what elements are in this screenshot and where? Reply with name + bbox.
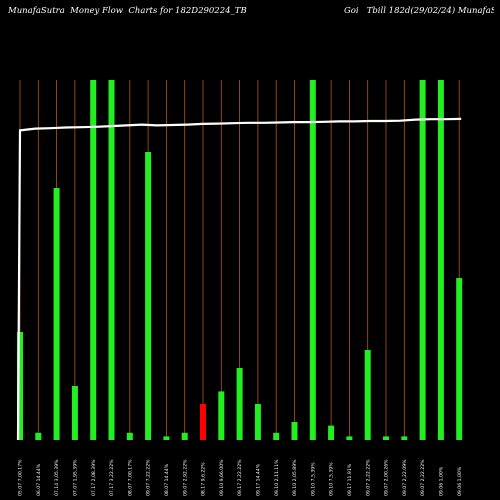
x-tick-label: 05.07 7,00.17%	[18, 459, 24, 496]
x-tick-label: 09.10 2,05.89%	[292, 459, 298, 496]
bar-4	[90, 80, 97, 440]
bar-series	[17, 80, 463, 440]
bar-11	[218, 391, 225, 440]
money-flow-line-path	[16, 117, 462, 441]
bar-21	[401, 436, 408, 440]
x-tick-label: 09.07 2,92.22%	[182, 459, 188, 496]
bar-18	[346, 436, 353, 440]
x-tick-label: 08.07 7,00.17%	[127, 459, 133, 496]
bar-20	[383, 436, 389, 440]
x-tick-label: 09.07 2,22.22%	[420, 459, 426, 496]
x-tick-label: 08.07 14.44%	[164, 463, 170, 496]
bar-19	[364, 350, 371, 440]
x-tick-label: 09.17 2,22.22%	[237, 459, 243, 496]
x-tick-label: 09.07 7,22.22%	[146, 459, 152, 496]
x-tick-label: 07.17 2,08.39%	[91, 459, 97, 496]
x-tick-label: 07.07 1,95.39%	[73, 459, 79, 496]
bar-6	[126, 432, 133, 440]
bar-8	[163, 436, 170, 440]
chart-title: MunafaSutra Money Flow Charts for 182D29…	[8, 6, 494, 16]
bar-1	[35, 432, 42, 440]
bar-10	[200, 404, 206, 440]
x-tick-label: 09.17 14.44%	[256, 463, 262, 496]
bar-17	[328, 425, 335, 440]
x-tick-label: 09.10 2,11.11%	[274, 459, 280, 496]
x-tick-label: 07.17 3,22.22%	[109, 459, 115, 496]
x-tick-label: 09.07 2,22.09%	[402, 459, 408, 496]
x-tick-label: 07.14 3,05.39%	[54, 459, 60, 496]
bar-24	[456, 278, 463, 440]
bar-14	[273, 432, 280, 440]
bar-12	[236, 368, 243, 440]
bar-7	[145, 152, 152, 440]
bar-13	[254, 404, 261, 440]
x-tick-label: 09.10 7,5.39%	[329, 462, 335, 496]
bar-15	[291, 422, 298, 440]
x-tick-label: 09.07 2,00.26%	[384, 459, 390, 496]
bar-5	[108, 80, 115, 440]
x-tick-label: 09.10 9,66.00%	[219, 459, 225, 496]
bar-16	[309, 80, 316, 440]
bar-23	[437, 80, 444, 440]
x-tick-label: 08.17 9,6.22%	[201, 462, 207, 496]
money-flow-line	[16, 117, 462, 441]
x-tick-label: 09.06 1,00%	[439, 466, 445, 496]
x-tick-label: 09.07 2,22.22%	[365, 459, 371, 496]
bar-22	[419, 80, 426, 440]
x-tick-labels: 05.07 7,00.17% 06.07 14.44% 07.14 3,05.39%…	[18, 459, 463, 496]
bar-3	[71, 386, 78, 440]
bar-2	[53, 188, 60, 440]
bar-0	[17, 332, 23, 440]
x-tick-label: 09.17 11.91%	[347, 463, 353, 496]
bar-9	[181, 432, 188, 440]
x-tick-label: 09.06 1,00%	[457, 466, 463, 496]
x-tick-label: 06.07 14.44%	[36, 463, 42, 496]
x-tick-label: 09.10 7,5.39%	[310, 462, 316, 496]
